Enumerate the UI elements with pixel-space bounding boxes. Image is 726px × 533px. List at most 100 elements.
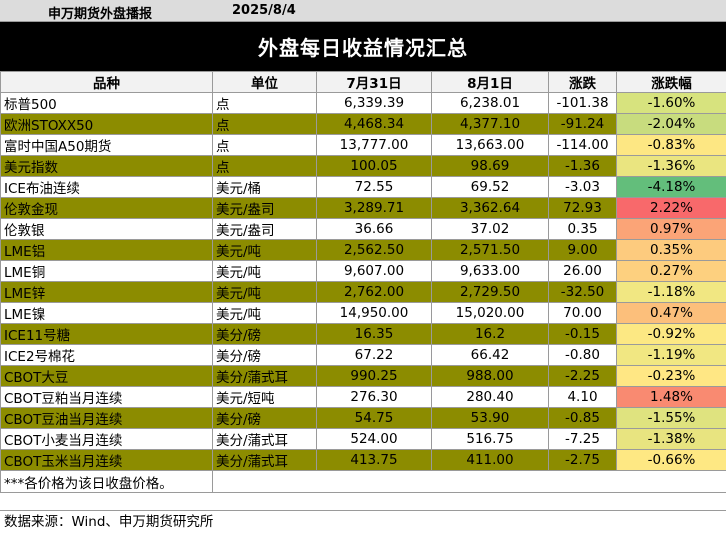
cell-date2-price: 13,663.00	[431, 134, 549, 156]
cell-name: CBOT豆油当月连续	[0, 407, 213, 429]
cell-date1-price: 2,762.00	[316, 281, 432, 303]
cell-pct-change: -4.18%	[616, 176, 726, 198]
cell-pct-change: -1.18%	[616, 281, 726, 303]
col-header-date1: 7月31日	[316, 71, 432, 93]
cell-date1-price: 100.05	[316, 155, 432, 177]
cell-pct-change: 0.27%	[616, 260, 726, 282]
cell-change: -101.38	[548, 92, 617, 114]
cell-name: CBOT豆粕当月连续	[0, 386, 213, 408]
table-row: CBOT玉米当月连续 美分/蒲式耳 413.75 411.00 -2.75 -0.66%	[0, 449, 726, 471]
cell-unit: 美分/蒲式耳	[212, 365, 317, 387]
col-header-pct: 涨跌幅	[616, 71, 726, 93]
cell-date2-price: 988.00	[431, 365, 549, 387]
cell-pct-change: -1.55%	[616, 407, 726, 429]
cell-date1-price: 990.25	[316, 365, 432, 387]
cell-date2-price: 66.42	[431, 344, 549, 366]
cell-pct-change: -1.38%	[616, 428, 726, 450]
cell-name: 美元指数	[0, 155, 213, 177]
cell-date1-price: 36.66	[316, 218, 432, 240]
cell-date2-price: 2,729.50	[431, 281, 549, 303]
cell-change: -7.25	[548, 428, 617, 450]
table-row: 美元指数点 100.05 98.69 -1.36 -1.36%	[0, 155, 726, 177]
table-row: 标普500 点 6,339.39 6,238.01 -101.38 -1.60%	[0, 92, 726, 114]
cell-unit: 美分/蒲式耳	[212, 428, 317, 450]
col-header-date2: 8月1日	[431, 71, 549, 93]
cell-change: 70.00	[548, 302, 617, 324]
org-name: 申万期货外盘播报	[48, 7, 153, 22]
cell-date1-price: 4,468.34	[316, 113, 432, 135]
table-row: ICE2号棉花 美分/磅 67.22 66.42 -0.80 -1.19%	[0, 344, 726, 366]
table-row: 富时中国A50期货点 13,777.00 13,663.00 -114.00 -0.83…	[0, 134, 726, 156]
cell-change: -32.50	[548, 281, 617, 303]
cell-pct-change: -2.04%	[616, 113, 726, 135]
table-row: 欧洲STOXX50 点 4,468.34 4,377.10 -91.24 -2.04%	[0, 113, 726, 135]
table-row: LME铝 美元/吨 2,562.50 2,571.50 9.00 0.35%	[0, 239, 726, 261]
cell-unit: 美元/吨	[212, 260, 317, 282]
col-header-change: 涨跌	[548, 71, 617, 93]
cell-date1-price: 9,607.00	[316, 260, 432, 282]
cell-change: 72.93	[548, 197, 617, 219]
data-source: 数据来源：Wind、申万期货研究所	[0, 510, 726, 533]
cell-date2-price: 16.2	[431, 323, 549, 345]
cell-date2-price: 411.00	[431, 449, 549, 471]
cell-unit: 美元/吨	[212, 281, 317, 303]
cell-date1-price: 54.75	[316, 407, 432, 429]
cell-date1-price: 276.30	[316, 386, 432, 408]
cell-unit: 点	[212, 92, 317, 114]
col-header-name: 品种	[0, 71, 213, 93]
cell-pct-change: 0.97%	[616, 218, 726, 240]
cell-name: CBOT玉米当月连续	[0, 449, 213, 471]
cell-unit: 点	[212, 134, 317, 156]
cell-date1-price: 72.55	[316, 176, 432, 198]
cell-date2-price: 53.90	[431, 407, 549, 429]
cell-date2-price: 280.40	[431, 386, 549, 408]
cell-date1-price: 67.22	[316, 344, 432, 366]
cell-change: -2.25	[548, 365, 617, 387]
table-row: ICE布油连续 美元/桶 72.55 69.52 -3.03 -4.18%	[0, 176, 726, 198]
cell-name: ICE11号糖	[0, 323, 213, 345]
cell-change: 4.10	[548, 386, 617, 408]
cell-date2-price: 3,362.64	[431, 197, 549, 219]
table-row: LME铜 美元/吨 9,607.00 9,633.00 26.00 0.27%	[0, 260, 726, 282]
cell-date1-price: 6,339.39	[316, 92, 432, 114]
cell-pct-change: -1.19%	[616, 344, 726, 366]
table-row: 伦敦银 美元/盎司 36.66 37.02 0.35 0.97%	[0, 218, 726, 240]
cell-date2-price: 2,571.50	[431, 239, 549, 261]
cell-name: CBOT小麦当月连续	[0, 428, 213, 450]
note-spacer	[212, 470, 726, 493]
cell-unit: 点	[212, 155, 317, 177]
cell-change: -0.85	[548, 407, 617, 429]
table-row: LME镍 美元/吨 14,950.00 15,020.00 70.00 0.47%	[0, 302, 726, 324]
cell-date1-price: 3,289.71	[316, 197, 432, 219]
cell-date1-price: 413.75	[316, 449, 432, 471]
cell-name: 伦敦金现	[0, 197, 213, 219]
cell-change: -91.24	[548, 113, 617, 135]
cell-name: LME铜	[0, 260, 213, 282]
cell-pct-change: -0.83%	[616, 134, 726, 156]
cell-unit: 美元/桶	[212, 176, 317, 198]
cell-date2-price: 9,633.00	[431, 260, 549, 282]
cell-date2-price: 15,020.00	[431, 302, 549, 324]
table-row: ICE11号糖 美分/磅 16.35 16.2 -0.15 -0.92%	[0, 323, 726, 345]
cell-change: -0.80	[548, 344, 617, 366]
cell-change: 26.00	[548, 260, 617, 282]
cell-change: -2.75	[548, 449, 617, 471]
cell-pct-change: 0.35%	[616, 239, 726, 261]
cell-name: LME铝	[0, 239, 213, 261]
table-row: 伦敦金现 美元/盎司 3,289.71 3,362.64 72.93 2.22%	[0, 197, 726, 219]
cell-name: 伦敦银	[0, 218, 213, 240]
cell-pct-change: -1.36%	[616, 155, 726, 177]
report-title: 外盘每日收益情况汇总	[0, 22, 726, 71]
report-date: 2025/8/4	[232, 3, 296, 18]
cell-name: 富时中国A50期货	[0, 134, 213, 156]
cell-unit: 美分/磅	[212, 344, 317, 366]
cell-change: -0.15	[548, 323, 617, 345]
cell-date1-price: 14,950.00	[316, 302, 432, 324]
cell-date2-price: 6,238.01	[431, 92, 549, 114]
cell-unit: 美分/磅	[212, 323, 317, 345]
cell-date2-price: 4,377.10	[431, 113, 549, 135]
cell-date1-price: 13,777.00	[316, 134, 432, 156]
cell-date1-price: 524.00	[316, 428, 432, 450]
cell-pct-change: -0.66%	[616, 449, 726, 471]
